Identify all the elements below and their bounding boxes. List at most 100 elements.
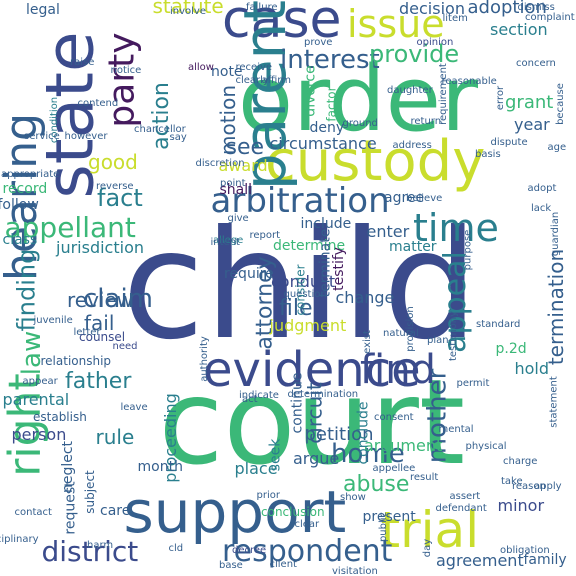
cloud-word: court — [158, 353, 466, 491]
cloud-word: grant — [505, 92, 554, 113]
cloud-word: note — [211, 64, 243, 80]
cloud-word: guardian — [550, 211, 562, 257]
cloud-word: standard — [476, 319, 521, 330]
cloud-word: basis — [475, 149, 501, 160]
cloud-word: show — [340, 492, 366, 503]
cloud-word: reverse — [96, 181, 134, 192]
cloud-word: lack — [531, 203, 552, 214]
cloud-word: subject — [82, 470, 97, 514]
cloud-word: include — [300, 216, 352, 232]
cloud-word: indicate — [239, 390, 279, 401]
cloud-word: respondent — [222, 534, 393, 569]
cloud-word: address — [392, 140, 432, 151]
cloud-word: termination — [544, 248, 569, 366]
cloud-word: home — [331, 439, 405, 469]
cloud-word: because — [554, 83, 566, 125]
cloud-word: contend — [77, 98, 119, 109]
cloud-word: legal — [26, 2, 60, 18]
cloud-word: terminate — [316, 228, 333, 298]
cloud-word: point — [220, 178, 246, 189]
cloud-word: conclude — [355, 401, 372, 465]
cloud-word: believe — [406, 193, 443, 204]
cloud-word: matter — [389, 239, 437, 255]
cloud-word: result — [410, 472, 439, 483]
cloud-word: reasonable — [441, 76, 497, 87]
cloud-word: dismiss — [517, 2, 555, 13]
cloud-word: raise — [70, 57, 95, 68]
cloud-word: daughter — [387, 85, 433, 96]
cloud-word: custody — [265, 129, 486, 194]
cloud-word: rule — [95, 425, 135, 449]
cloud-word: divorce — [302, 65, 319, 117]
cloud-word: person — [11, 425, 67, 444]
cloud-word: clearly — [235, 75, 269, 86]
cloud-word: interest — [280, 45, 380, 75]
cloud-word: adopt — [527, 183, 557, 194]
cloud-word: disciplinary — [0, 534, 39, 545]
cloud-word: age — [547, 142, 567, 153]
cloud-word: cld — [168, 543, 184, 554]
cloud-word: deny — [309, 120, 345, 136]
cloud-word: charge — [503, 456, 538, 467]
cloud-word: present — [362, 509, 416, 525]
cloud-word: district — [41, 535, 139, 568]
cloud-word: involve — [170, 6, 207, 17]
cloud-word: shall — [219, 182, 253, 198]
cloud-word: decree — [232, 545, 267, 556]
cloud-word: leave — [120, 402, 148, 413]
cloud-word: award — [218, 156, 268, 175]
cloud-word: allow — [188, 62, 214, 73]
cloud-word: plan — [427, 335, 449, 346]
cloud-word: claim — [83, 284, 154, 314]
cloud-word: child — [122, 199, 479, 373]
cloud-word: order — [238, 47, 478, 152]
cloud-word: act — [242, 394, 258, 405]
cloud-word: ground — [342, 118, 378, 129]
cloud-word: arbitration — [210, 181, 390, 221]
cloud-word: conduct — [271, 272, 336, 291]
cloud-word: enter — [366, 222, 410, 241]
cloud-word: care — [100, 503, 131, 519]
cloud-word: find — [360, 347, 436, 393]
cloud-word: conclusion — [261, 505, 325, 519]
cloud-word: record — [2, 181, 48, 197]
cloud-word: permit — [456, 378, 490, 389]
cloud-word: evidence — [203, 342, 421, 398]
cloud-word: fail — [84, 311, 115, 335]
cloud-word: counsel — [79, 330, 126, 344]
cloud-word: exist — [361, 330, 373, 354]
cloud-word: chancellor — [134, 124, 186, 135]
cloud-word: trial — [380, 501, 480, 559]
cloud-word: issue — [347, 2, 445, 46]
cloud-word: prove — [304, 37, 333, 48]
cloud-word: continue — [288, 372, 305, 434]
cloud-word: obligation — [500, 545, 550, 556]
cloud-word: letter — [73, 327, 101, 338]
cloud-word: client — [269, 559, 297, 570]
cloud-word: determination — [287, 389, 359, 400]
cloud-word: statute — [152, 0, 224, 18]
cloud-word: argument — [364, 436, 443, 455]
cloud-word: seek — [266, 438, 283, 472]
cloud-word: hold — [514, 359, 550, 378]
cloud-word: opinion — [416, 37, 454, 48]
cloud-word: appellee — [372, 463, 416, 474]
cloud-word: father — [65, 369, 132, 394]
cloud-word: section — [490, 20, 548, 39]
cloud-word: return — [410, 116, 442, 127]
cloud-word: discretion — [195, 158, 245, 169]
cloud-word: apply — [534, 481, 562, 492]
cloud-word: give — [227, 213, 249, 224]
cloud-word: agree — [384, 190, 425, 206]
cloud-word: however — [64, 131, 108, 142]
cloud-word: dispute — [490, 137, 528, 148]
cloud-word: argue — [293, 449, 340, 468]
cloud-word: defendant — [435, 503, 487, 514]
cloud-word: class — [2, 232, 38, 248]
cloud-word: review — [67, 288, 134, 312]
cloud-word: affirm — [261, 75, 291, 86]
cloud-word: juvenile — [33, 315, 73, 326]
cloud-word: motion — [216, 84, 241, 156]
cloud-word: purpose — [461, 229, 473, 271]
